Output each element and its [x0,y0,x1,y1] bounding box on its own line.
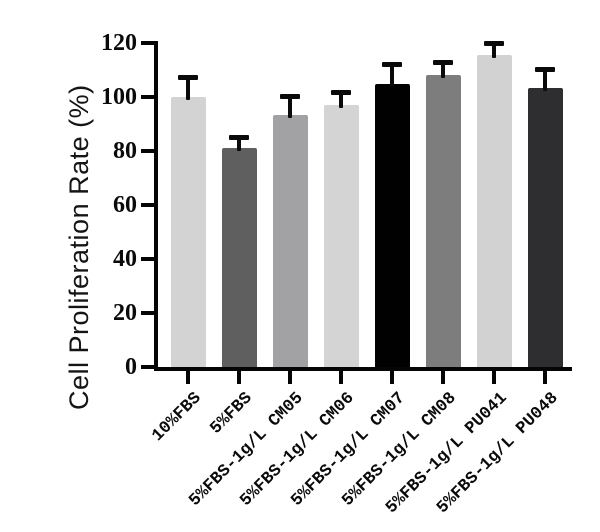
error-bar-cap [331,89,351,95]
y-tick-label: 20 [113,300,137,326]
x-tick [543,371,547,384]
error-bar-cap [382,61,402,67]
y-tick-label: 100 [101,84,137,110]
y-tick [141,41,154,45]
y-tick [141,149,154,153]
x-tick [441,371,445,384]
x-tick [186,371,190,384]
x-tick [237,371,241,384]
y-tick [141,365,154,369]
x-tick-label: 5%FBS-1g/L PU048 [433,389,563,518]
error-bar-stem [390,64,394,87]
bar [272,114,308,367]
x-tick [390,371,394,384]
error-bar-stem [339,92,343,109]
x-tick [339,371,343,384]
x-axis-line [154,367,572,371]
error-bar-stem [288,97,292,118]
error-bar-stem [543,70,547,91]
bar [170,97,206,367]
error-bar-cap [280,94,300,99]
error-bar-cap [484,41,504,47]
bar [425,75,461,367]
y-tick-label: 0 [125,354,137,380]
error-bar-stem [186,78,190,100]
bar [527,87,563,367]
y-tick [141,257,154,261]
y-tick [141,95,154,99]
y-tick-label: 40 [113,246,137,272]
error-bar-cap [229,134,249,140]
bar [476,55,512,367]
error-bar-stem [237,137,241,152]
y-tick-label: 80 [113,138,137,164]
error-bar-cap [433,60,453,66]
x-tick [288,371,292,384]
error-bar-cap [535,67,555,72]
y-tick [141,311,154,315]
y-tick-label: 60 [113,192,137,218]
error-bar-cap [178,75,198,81]
bar [323,105,359,367]
y-tick [141,203,154,207]
error-bar-stem [492,44,496,59]
y-axis-line [154,41,158,371]
bar [221,148,257,367]
error-bar-stem [441,63,445,79]
bar [374,83,410,367]
x-tick [492,371,496,384]
y-tick-label: 120 [101,30,137,56]
